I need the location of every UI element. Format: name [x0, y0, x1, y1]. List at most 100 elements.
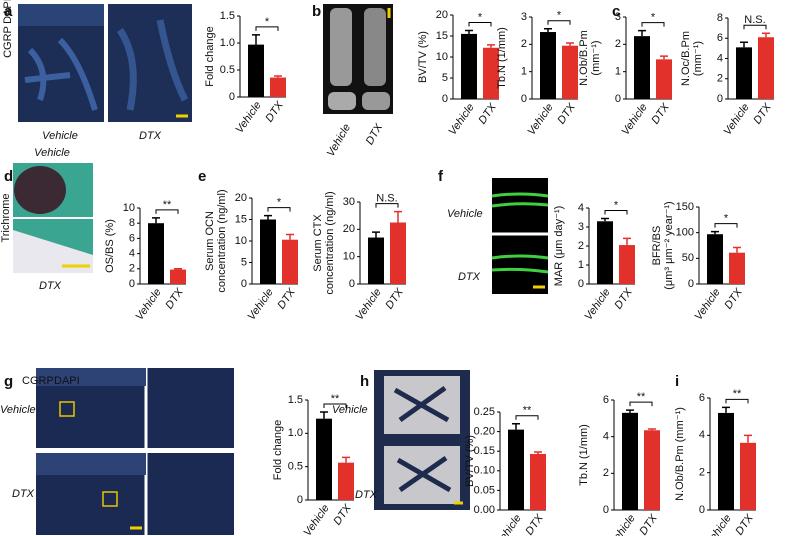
error-bar	[722, 406, 730, 413]
y-axis-label: concentration (ng/ml)	[216, 189, 228, 292]
panel-letter: c	[612, 3, 620, 20]
error-bar	[487, 44, 495, 48]
micrograph-detail	[36, 453, 146, 475]
y-tick-label: 2	[129, 263, 135, 275]
bar	[483, 47, 499, 99]
bar	[338, 462, 354, 500]
y-tick-label: 150	[676, 201, 694, 213]
y-tick-label: 30	[343, 196, 355, 208]
y-tick-label: 2	[699, 467, 705, 479]
panel-letter: g	[4, 373, 13, 390]
bar	[368, 237, 384, 284]
bar	[619, 245, 635, 284]
x-tick-label: Vehicle	[620, 102, 650, 138]
y-tick-label: 15	[436, 30, 448, 42]
label-line	[491, 192, 549, 274]
image-label: DTX	[39, 280, 62, 292]
y-tick-label: 1	[521, 66, 527, 78]
bar	[260, 219, 276, 284]
x-tick-label: Vehicle	[134, 287, 164, 323]
y-tick-label: 15	[235, 213, 247, 225]
image-label: DTX	[139, 130, 162, 142]
bar	[634, 36, 650, 99]
significance-bracket	[725, 398, 749, 404]
x-tick-label: DTX	[555, 101, 578, 126]
bar	[270, 77, 286, 97]
significance-label: **	[733, 388, 742, 400]
y-tick-label: 0	[699, 504, 705, 516]
y-axis-label: (mm⁻¹)	[692, 41, 704, 76]
x-tick-label: Vehicle	[302, 503, 332, 536]
y-tick-label: 0	[241, 278, 247, 290]
x-tick-label: DTX	[733, 512, 756, 536]
x-tick-label: DTX	[637, 512, 660, 536]
x-tick-label: DTX	[612, 286, 635, 311]
y-axis-label: BV/TV (%)	[464, 435, 476, 487]
bone	[330, 8, 352, 86]
bar	[707, 234, 723, 284]
histology-detail	[13, 230, 93, 273]
significance-bracket	[629, 401, 653, 407]
significance-bracket	[515, 415, 539, 420]
significance-label: *	[478, 11, 483, 23]
y-axis-label: Tb.N (1/mm)	[496, 27, 508, 89]
y-tick-label: 1.0	[288, 427, 303, 439]
significance-label: *	[557, 10, 562, 22]
bar	[644, 430, 660, 510]
y-tick-label: 20	[343, 223, 355, 235]
significance-bracket	[468, 22, 492, 27]
y-tick-label: 10	[343, 251, 355, 263]
x-tick-label: DTX	[476, 101, 499, 126]
histology-detail	[14, 166, 66, 214]
image-label: DTX	[364, 121, 386, 147]
x-tick-label: Vehicle	[234, 100, 264, 136]
image-label: Vehicle	[447, 208, 483, 220]
bar	[170, 269, 186, 284]
y-tick-label: 3	[578, 221, 584, 233]
bar	[148, 223, 164, 284]
error-bar	[626, 409, 634, 413]
y-tick-label: 2	[521, 38, 527, 50]
y-axis-label: Serum CTX	[312, 214, 324, 272]
panel-letter: f	[438, 168, 444, 185]
image-label: Trichrome	[0, 193, 12, 242]
image-label: DTX	[458, 271, 481, 283]
y-tick-label: 0.05	[474, 484, 495, 496]
significance-bracket	[743, 24, 767, 30]
panel-letter: b	[312, 3, 321, 20]
y-tick-label: 0	[688, 278, 694, 290]
significance-label: **	[637, 391, 646, 403]
y-tick-label: 1	[615, 66, 621, 78]
error-bar	[566, 42, 574, 46]
significance-label: *	[265, 16, 270, 28]
image-label: Vehicle	[332, 404, 368, 416]
error-bar	[601, 217, 609, 222]
y-tick-label: 0.20	[474, 426, 495, 438]
y-tick-label: 0.5	[288, 461, 303, 473]
y-tick-label: 50	[682, 252, 694, 264]
y-axis-label: BV/TV (%)	[417, 31, 429, 83]
x-tick-label: Vehicle	[693, 287, 723, 323]
error-bar	[740, 41, 748, 48]
y-tick-label: 5	[442, 72, 448, 84]
image-label: DTX	[12, 488, 35, 500]
y-tick-label: 8	[129, 217, 135, 229]
bar	[740, 442, 756, 510]
error-bar	[152, 217, 160, 224]
x-tick-label: Vehicle	[722, 102, 752, 138]
y-tick-label: 0	[521, 93, 527, 105]
micrograph-detail	[36, 368, 146, 386]
y-tick-label: 10	[123, 202, 135, 214]
y-tick-label: 0.25	[474, 406, 495, 418]
y-tick-label: 8	[717, 12, 723, 24]
panel-letter: a	[4, 3, 13, 20]
x-tick-label: Vehicle	[526, 102, 556, 138]
significance-label: *	[614, 199, 619, 211]
bar	[508, 429, 524, 510]
y-axis-label: Fold change	[272, 420, 284, 481]
error-bar	[648, 428, 656, 431]
y-tick-label: 4	[699, 429, 705, 441]
y-tick-label: 2	[578, 240, 584, 252]
x-tick-label: Vehicle	[447, 102, 477, 138]
